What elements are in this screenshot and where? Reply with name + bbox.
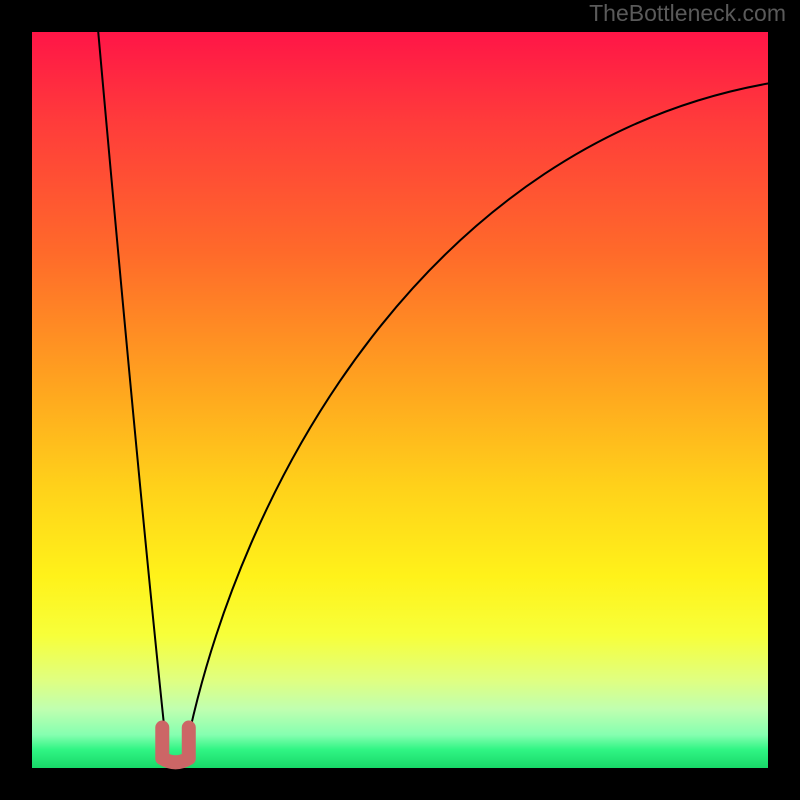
chart-container: TheBottleneck.com — [0, 0, 800, 800]
chart-background — [32, 32, 768, 768]
watermark-label: TheBottleneck.com — [589, 0, 786, 27]
bottleneck-chart — [0, 0, 800, 800]
